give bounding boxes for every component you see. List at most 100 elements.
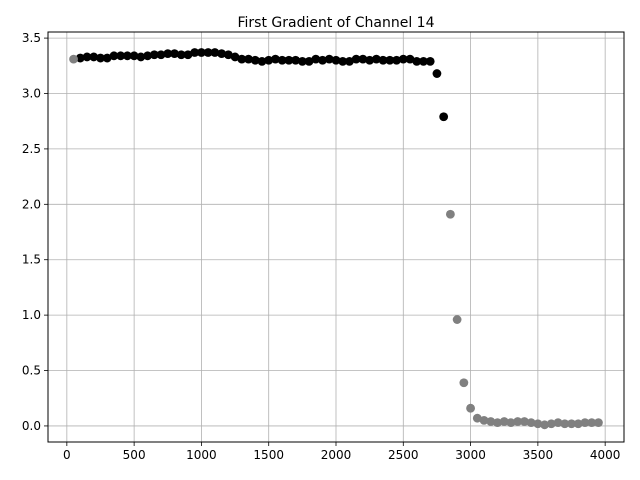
x-axis-ticks: 0 500 1000 1500 2000 2500 3000 3500 4000 — [63, 442, 620, 462]
data-point — [297, 56, 307, 66]
x-tick-label: 1500 — [253, 448, 284, 462]
data-point — [96, 53, 105, 63]
data-point — [203, 48, 213, 57]
data-point — [75, 53, 85, 63]
data-point — [244, 54, 253, 64]
data-point — [197, 48, 206, 57]
data-point — [506, 418, 516, 428]
data-point — [143, 51, 152, 61]
data-point — [136, 52, 146, 62]
x-tick-label: 1000 — [186, 448, 217, 462]
data-point — [109, 51, 119, 61]
series-1 — [75, 48, 449, 122]
data-point — [499, 417, 509, 426]
y-tick-label: 3.0 — [22, 87, 41, 101]
data-point — [116, 51, 126, 61]
data-point — [493, 418, 502, 428]
data-point — [170, 49, 179, 59]
data-point — [324, 54, 334, 64]
data-point — [210, 48, 220, 57]
y-tick-label: 1.5 — [22, 253, 41, 267]
data-point — [176, 50, 186, 60]
data-point — [271, 54, 280, 64]
x-tick-label: 3500 — [523, 448, 554, 462]
data-point — [149, 50, 159, 60]
data-point — [284, 55, 294, 65]
data-point — [277, 55, 287, 65]
data-point — [432, 69, 442, 78]
y-tick-label: 2.5 — [22, 142, 41, 156]
data-point — [466, 403, 475, 413]
y-axis-ticks: 0.0 0.5 1.0 1.5 2.0 2.5 3.0 3.5 — [22, 31, 48, 433]
data-point — [419, 56, 428, 66]
y-tick-label: 0.5 — [22, 364, 41, 378]
data-point — [546, 419, 556, 429]
y-tick-label: 2.0 — [22, 197, 41, 211]
data-point — [594, 418, 603, 428]
data-point — [472, 413, 482, 423]
data-point — [452, 315, 462, 324]
data-point — [412, 56, 422, 66]
data-point — [230, 52, 240, 62]
x-tick-label: 2000 — [321, 448, 352, 462]
data-point — [217, 49, 227, 59]
data-point — [129, 51, 139, 61]
data-point — [486, 417, 496, 426]
data-point — [445, 209, 455, 219]
data-point — [156, 50, 166, 60]
data-point — [479, 415, 489, 425]
data-point — [580, 418, 590, 428]
x-tick-label: 3000 — [455, 448, 486, 462]
data-point — [237, 54, 247, 64]
data-point — [526, 418, 536, 428]
data-point — [102, 53, 112, 63]
data-point — [405, 54, 415, 64]
data-point — [311, 54, 321, 64]
data-point — [378, 55, 388, 65]
data-point — [365, 55, 375, 65]
data-point — [338, 56, 348, 66]
data-point — [567, 419, 576, 429]
grid — [48, 32, 624, 442]
data-point — [560, 419, 570, 429]
data-point — [520, 417, 529, 426]
data-point — [385, 55, 395, 65]
data-point — [69, 54, 78, 64]
data-point — [304, 56, 314, 66]
data-point — [573, 419, 583, 429]
data-point — [439, 112, 449, 122]
data-point — [190, 48, 200, 57]
data-point — [163, 49, 173, 59]
data-point — [257, 56, 267, 66]
data-point — [183, 50, 193, 60]
data-point — [358, 54, 368, 64]
y-tick-label: 0.0 — [22, 419, 41, 433]
data-point — [345, 56, 354, 66]
data-point — [291, 55, 301, 65]
data-point — [331, 55, 341, 65]
series-2 — [69, 54, 603, 430]
y-tick-label: 1.0 — [22, 308, 41, 322]
data-point — [351, 54, 361, 64]
x-tick-label: 500 — [123, 448, 146, 462]
x-tick-label: 4000 — [590, 448, 621, 462]
data-point — [89, 52, 99, 62]
data-point — [223, 50, 233, 60]
data-points — [69, 48, 603, 430]
x-tick-label: 2500 — [388, 448, 419, 462]
data-point — [425, 56, 435, 66]
y-tick-label: 3.5 — [22, 31, 41, 45]
data-point — [82, 52, 92, 62]
data-point — [587, 418, 597, 428]
data-point — [533, 419, 543, 429]
x-tick-label: 0 — [63, 448, 71, 462]
data-point — [553, 418, 563, 428]
data-point — [459, 378, 469, 388]
data-point — [540, 420, 549, 430]
data-point — [371, 54, 381, 64]
data-point — [392, 55, 401, 65]
data-point — [250, 55, 260, 65]
data-point — [123, 51, 132, 61]
